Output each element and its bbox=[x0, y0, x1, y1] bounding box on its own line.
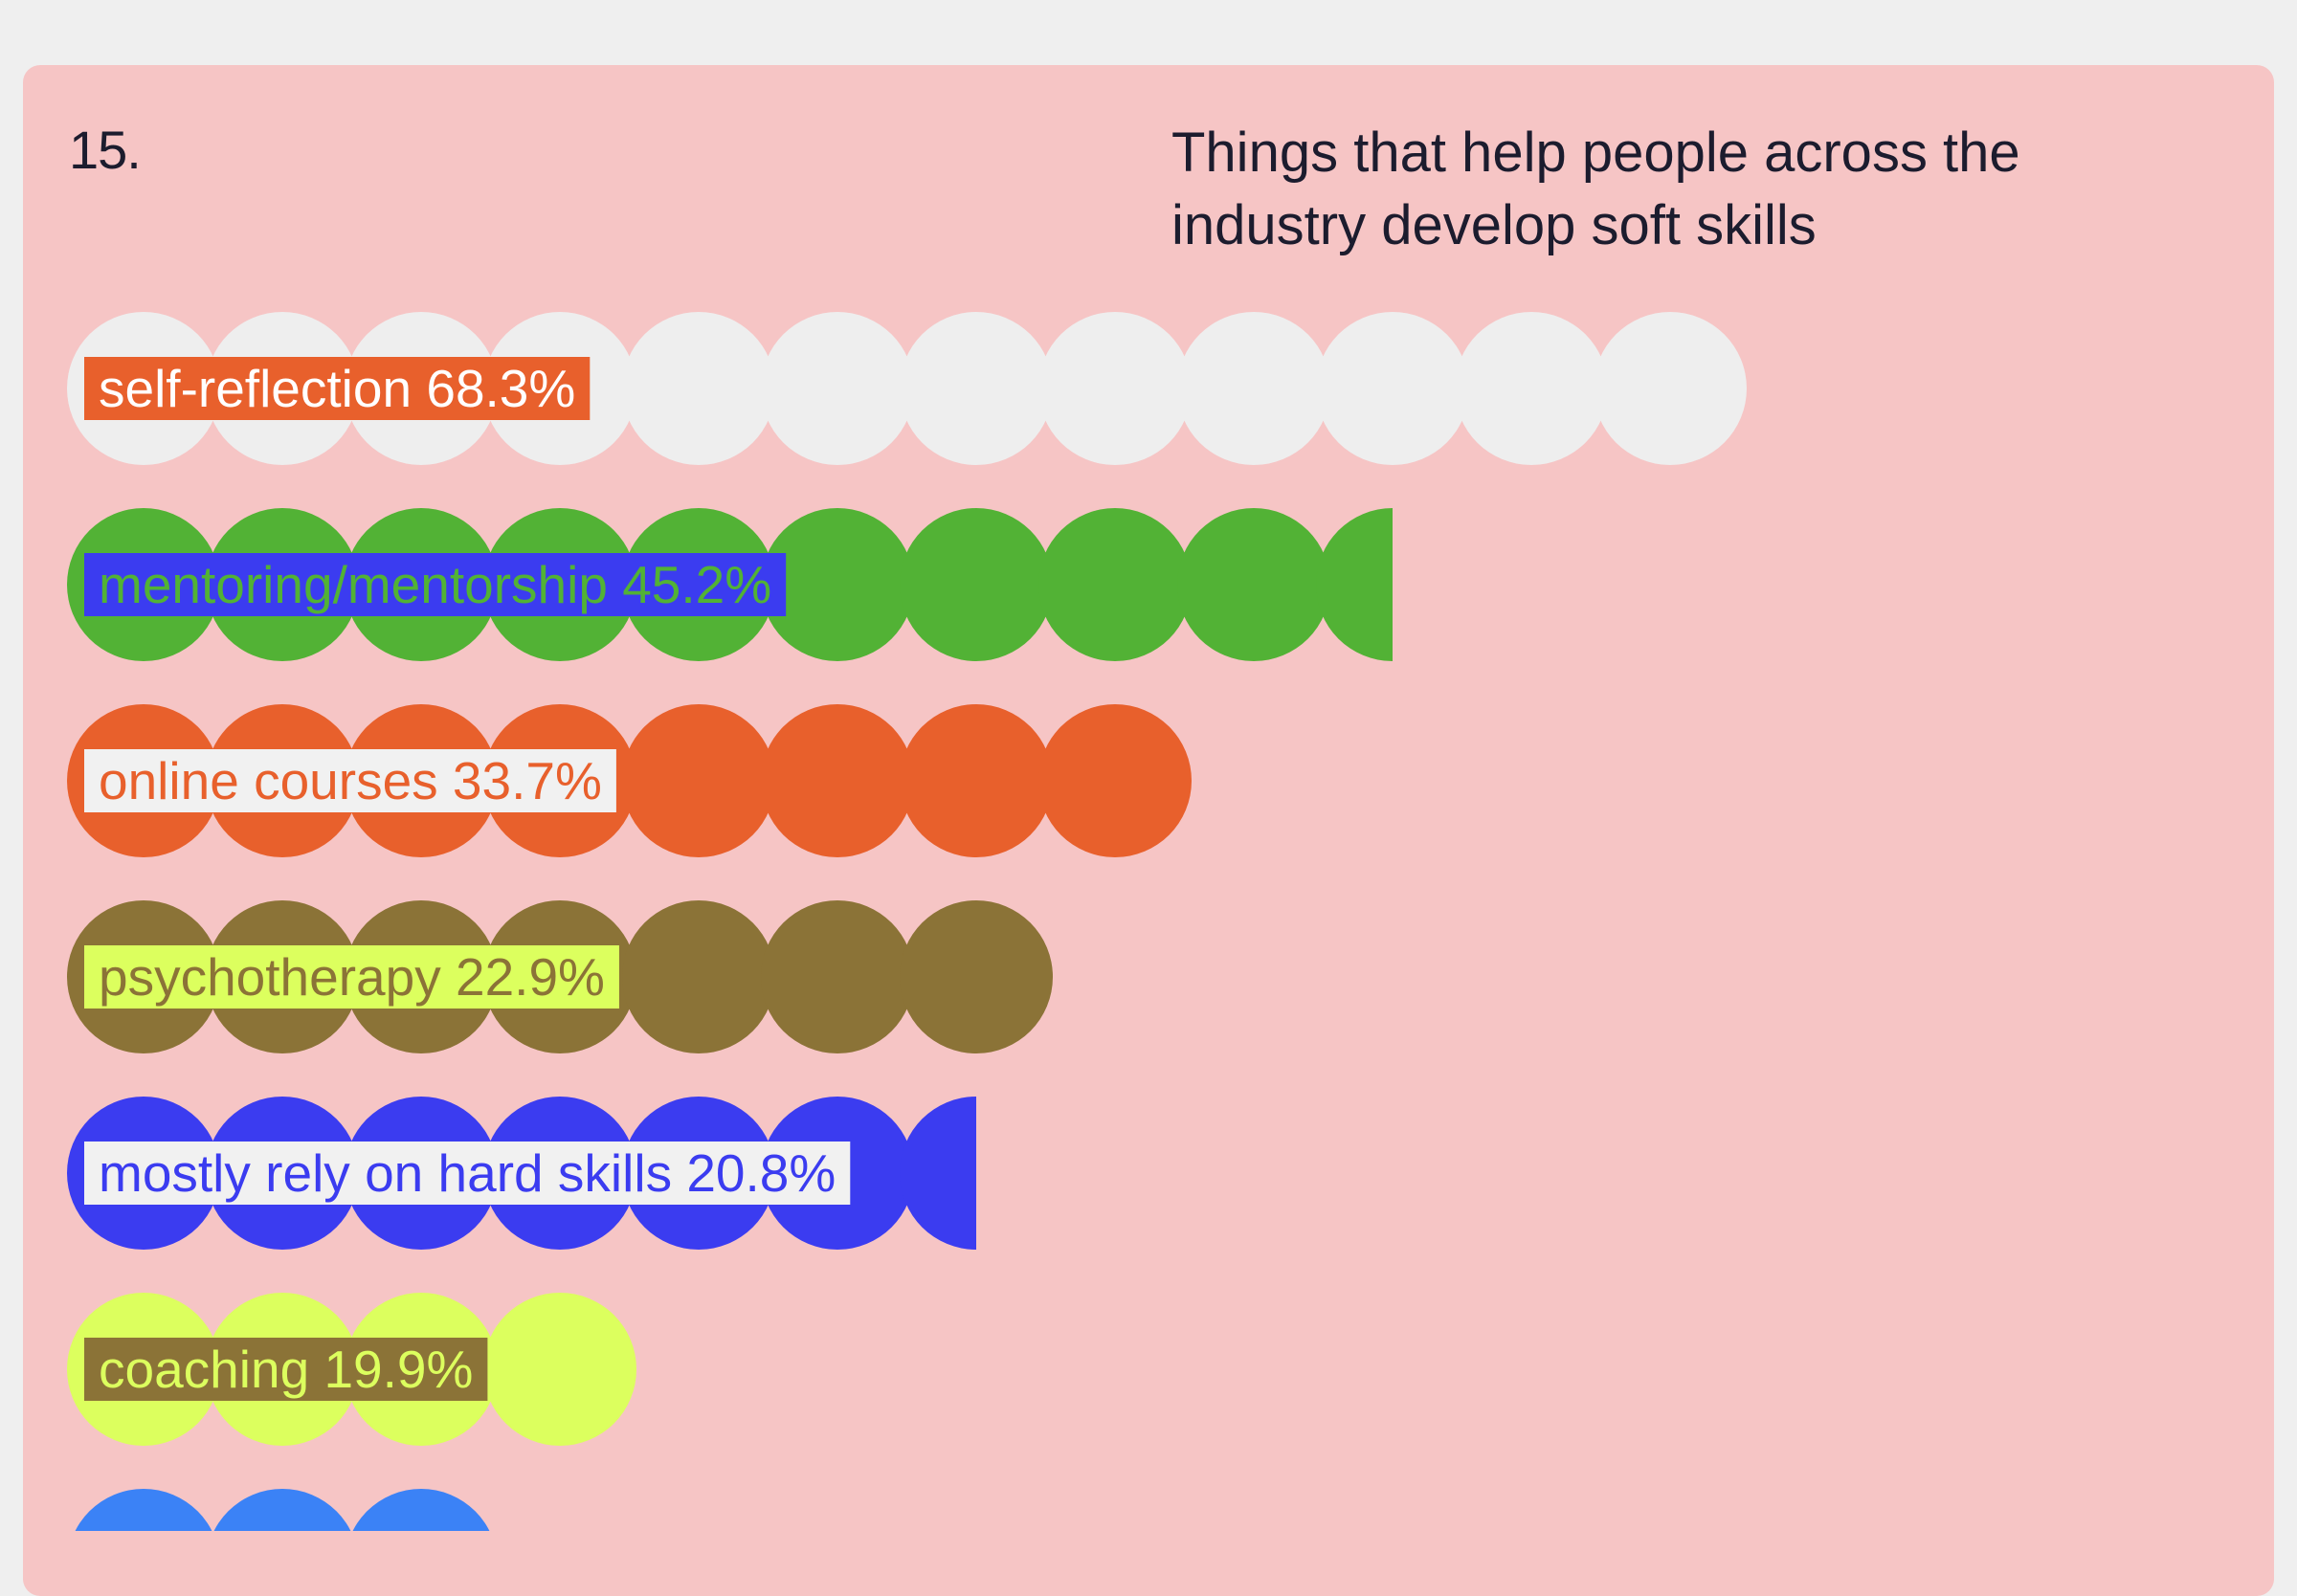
bar-dot bbox=[75, 1489, 212, 1531]
bar-dot bbox=[352, 1489, 490, 1531]
chart-number: 15. bbox=[69, 120, 142, 180]
bar-label: mostly rely on hard skills 20.8% bbox=[99, 1143, 836, 1203]
bar-dot bbox=[622, 900, 775, 1053]
bar-dot bbox=[900, 508, 1053, 661]
bar-dot bbox=[900, 704, 1053, 857]
bar-label: self-reflection 68.3% bbox=[99, 359, 575, 418]
bar-row-4: mostly rely on hard skills 20.8% bbox=[67, 1097, 976, 1250]
chart-title: Things that help people across the indus… bbox=[1171, 122, 2020, 256]
bar-dot bbox=[761, 508, 914, 661]
bar-label-background bbox=[84, 1142, 851, 1205]
bar-label: mentoring/mentorship 45.2% bbox=[99, 555, 771, 614]
bar-dot-partial bbox=[1316, 508, 1393, 661]
bar-dot bbox=[1177, 508, 1330, 661]
bar-dot bbox=[1038, 312, 1192, 465]
bar-dot bbox=[761, 900, 914, 1053]
bar-dot-partial bbox=[900, 1097, 976, 1250]
bar-dot bbox=[1455, 312, 1608, 465]
bar-label-background bbox=[84, 749, 616, 812]
bar-dot bbox=[761, 704, 914, 857]
bar-dot bbox=[900, 312, 1053, 465]
bar-label-background bbox=[84, 945, 619, 1009]
bar-row-0: self-reflection 68.3% bbox=[67, 312, 1747, 465]
bar-label-background bbox=[84, 1338, 488, 1401]
bar-label: psychotherapy 22.9% bbox=[99, 947, 605, 1007]
bar-dot bbox=[1594, 312, 1747, 465]
bar-dot bbox=[1177, 312, 1330, 465]
bar-dot bbox=[622, 312, 775, 465]
bar-dot bbox=[900, 900, 1053, 1053]
bar-dot bbox=[761, 312, 914, 465]
bar-row-5: coaching 19.9% bbox=[67, 1293, 636, 1446]
bar-dot bbox=[483, 1293, 636, 1446]
bar-row-3: psychotherapy 22.9% bbox=[67, 900, 1053, 1053]
bar-row-6 bbox=[75, 1489, 490, 1531]
bar-row-2: online courses 33.7% bbox=[67, 704, 1192, 857]
bar-label: coaching 19.9% bbox=[99, 1340, 473, 1399]
bar-dot bbox=[1038, 508, 1192, 661]
bar-dot bbox=[213, 1489, 351, 1531]
bar-row-1: mentoring/mentorship 45.2% bbox=[67, 508, 1393, 661]
bar-label-background bbox=[84, 357, 591, 420]
dot-bar-chart: self-reflection 68.3% mentoring/mentorshi… bbox=[67, 312, 1747, 1531]
bar-dot bbox=[1316, 312, 1469, 465]
bar-dot bbox=[622, 704, 775, 857]
bar-label-background bbox=[84, 553, 787, 616]
bar-dot bbox=[1038, 704, 1192, 857]
bar-label: online courses 33.7% bbox=[99, 751, 602, 810]
